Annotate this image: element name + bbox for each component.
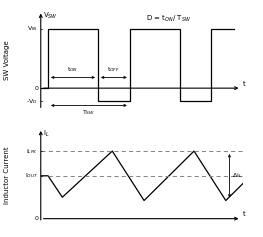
Text: I$_L$: I$_L$ [43,129,49,139]
Text: 0: 0 [34,86,38,91]
Text: t$_{ON}$: t$_{ON}$ [67,65,79,74]
Text: -V$_D$: -V$_D$ [26,97,38,106]
Text: Δi$_L$: Δi$_L$ [232,171,242,180]
Text: t: t [242,81,245,87]
Text: T$_{SW}$: T$_{SW}$ [82,108,95,117]
Text: I$_{OUT}$: I$_{OUT}$ [24,171,38,180]
Text: V$_{SW}$: V$_{SW}$ [43,11,58,22]
Text: V$_{IN}$: V$_{IN}$ [27,24,38,33]
Text: I$_{LPK}$: I$_{LPK}$ [26,147,38,155]
Text: t$_{OFF}$: t$_{OFF}$ [107,65,120,74]
Text: 0: 0 [34,216,38,221]
Text: Inductor Current: Inductor Current [4,146,10,204]
Text: t: t [242,211,245,217]
Text: D = t$_{ON}$/ T$_{SW}$: D = t$_{ON}$/ T$_{SW}$ [146,14,191,24]
Text: SW Voltage: SW Voltage [4,41,10,80]
